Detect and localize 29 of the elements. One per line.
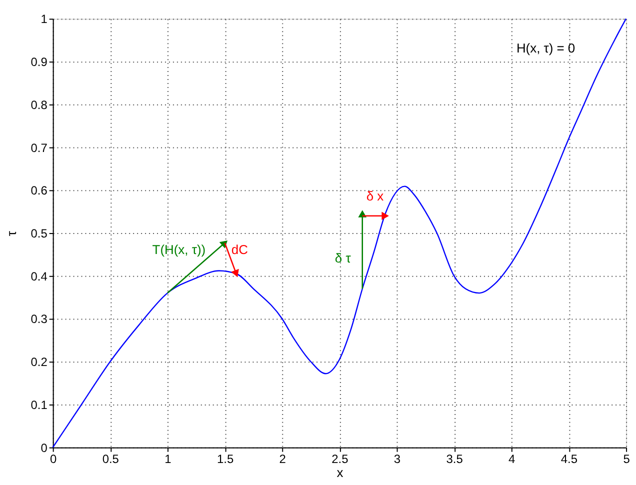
x-tick-label: 2 xyxy=(279,452,286,466)
y-tick-label: 0.3 xyxy=(30,312,48,326)
x-tick-label: 2.5 xyxy=(332,452,349,466)
x-tick-label: 5 xyxy=(623,452,630,466)
x-tick-label: 4 xyxy=(508,452,516,466)
x-tick-label: 0 xyxy=(50,452,58,466)
annotation: δ τ xyxy=(334,250,351,266)
x-tick-label: 3 xyxy=(394,452,401,466)
x-tick-label: 4.5 xyxy=(560,452,578,466)
y-tick-label: 1 xyxy=(40,12,48,26)
y-axis-title: τ xyxy=(4,230,19,236)
y-tick-label: 0.5 xyxy=(30,226,48,241)
y-tick-label: 0.8 xyxy=(30,98,48,112)
annotation: dC xyxy=(231,242,248,258)
x-tick-label: 1 xyxy=(164,452,172,466)
y-tick-label: 0.4 xyxy=(30,269,48,284)
annotation: H(x, τ) = 0 xyxy=(516,40,576,56)
x-tick-label: 1.5 xyxy=(216,452,234,466)
y-tick-label: 0.2 xyxy=(30,355,48,370)
y-tick-label: 0.9 xyxy=(30,55,48,70)
x-tick-label: 0.5 xyxy=(102,452,120,466)
y-tick-label: 0.1 xyxy=(30,398,48,412)
x-tick-label: 3.5 xyxy=(446,452,464,466)
y-tick-label: 0.6 xyxy=(30,184,48,198)
y-tick-label: 0.7 xyxy=(30,140,48,155)
y-tick-label: 0 xyxy=(40,440,48,455)
x-axis-title: x xyxy=(336,464,344,480)
annotation: δ x xyxy=(366,188,384,204)
annotation: T(H(x, τ)) xyxy=(152,242,206,258)
